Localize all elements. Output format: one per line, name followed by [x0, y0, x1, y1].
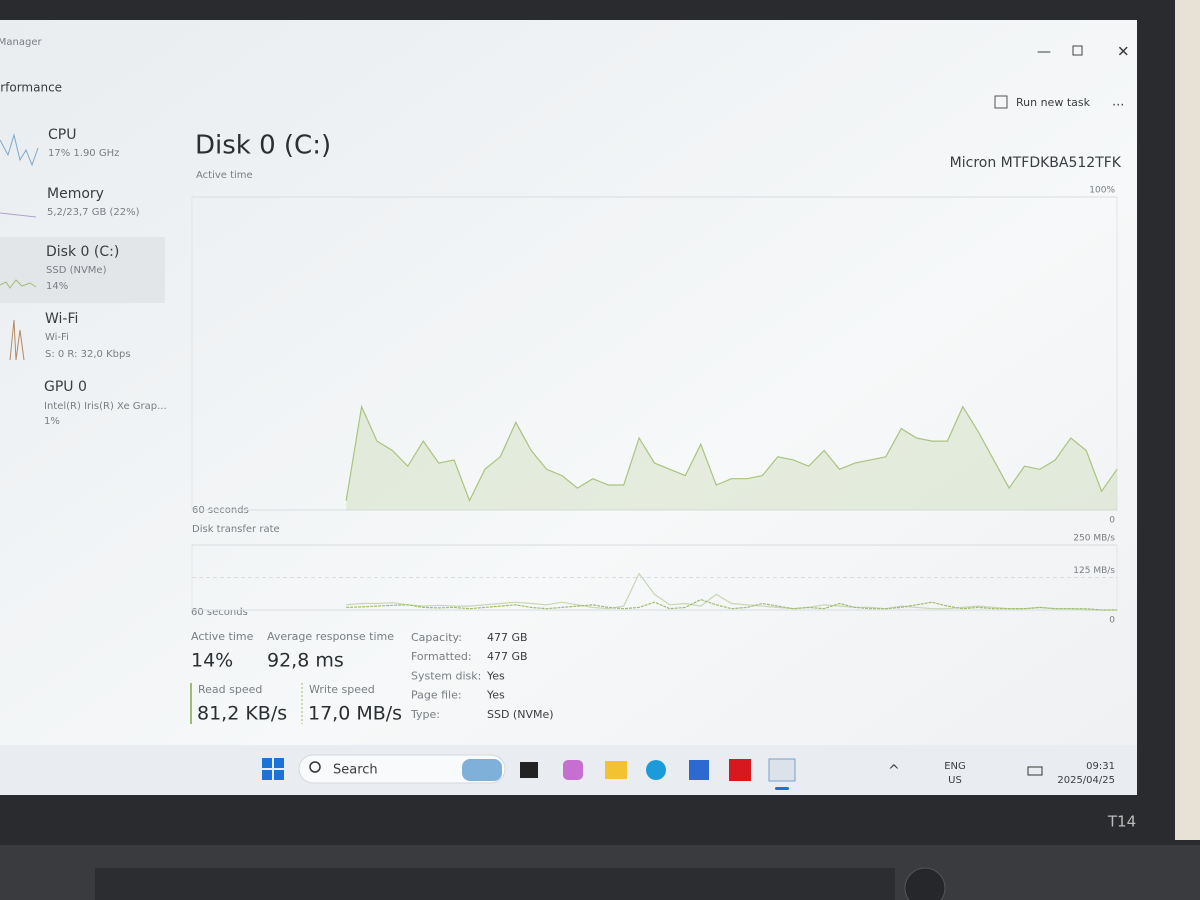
- area: [346, 406, 1117, 510]
- sparkline: [0, 279, 37, 289]
- minimize[interactable]: —: [1037, 44, 1051, 60]
- sidebar-name[interactable]: Memory: [47, 186, 104, 202]
- sidebar-value: 14%: [46, 281, 68, 292]
- stat-value: 17,0 MB/s: [308, 703, 402, 725]
- y-tick-label: 0: [1109, 616, 1115, 626]
- taskbar-icon[interactable]: [605, 761, 627, 779]
- sparkline: [0, 133, 39, 167]
- language[interactable]: ENG: [944, 761, 966, 772]
- property-label: Capacity:: [411, 631, 462, 644]
- line: [346, 598, 1117, 611]
- sparkline: [9, 319, 25, 361]
- search-highlight: [462, 759, 502, 781]
- tray-chevron[interactable]: ^: [888, 763, 900, 779]
- start-button[interactable]: [262, 758, 284, 780]
- charts: 0 100% 0 125 MB/s 250 MB/s: [191, 186, 1118, 626]
- chart-title: Disk transfer rate: [192, 524, 280, 535]
- property-value: SSD (NVMe): [487, 708, 554, 721]
- property-value: Yes: [486, 689, 505, 702]
- window: [0, 20, 1137, 795]
- sidebar-detail: Wi-Fi: [45, 332, 69, 343]
- run-new-task[interactable]: Run new task: [1016, 96, 1091, 109]
- power-button: [904, 867, 946, 900]
- taskbar-icon[interactable]: [729, 759, 751, 781]
- line: [346, 572, 1117, 611]
- disk-title: Disk 0 (C:): [195, 131, 331, 161]
- sidebar-name[interactable]: GPU 0: [44, 379, 87, 395]
- sidebar-detail: Intel(R) Iris(R) Xe Grap...: [44, 401, 167, 412]
- more-button[interactable]: ...: [1112, 95, 1124, 110]
- disk-model: Micron MTFDKBA512TFK: [950, 155, 1122, 171]
- speaker-grille: [95, 868, 895, 900]
- chart-title: Active time: [196, 170, 253, 181]
- property-label: System disk:: [411, 669, 481, 682]
- close[interactable]: ✕: [1117, 43, 1130, 61]
- sidebar-name[interactable]: Wi-Fi: [45, 311, 78, 327]
- y-tick-label: 100%: [1089, 186, 1115, 196]
- stat-value: 81,2 KB/s: [197, 703, 287, 725]
- stat-label: Average response time: [267, 630, 394, 643]
- active-indicator: [775, 787, 789, 790]
- property-label: Page file:: [411, 689, 462, 702]
- property-value: Yes: [486, 669, 505, 682]
- stat-label: Read speed: [198, 683, 262, 696]
- section-title: Performance: [0, 81, 62, 95]
- search-text[interactable]: Search: [333, 763, 378, 778]
- property-value: 477 GB: [487, 650, 528, 663]
- sidebar-detail: 5,2/23,7 GB (22%): [47, 207, 140, 218]
- taskbar-icon[interactable]: [768, 758, 796, 782]
- run-task-icon[interactable]: [994, 95, 1008, 109]
- y-tick-label: 0: [1109, 516, 1115, 526]
- screen: Task Manager — ✕ Performance Run new tas…: [0, 20, 1137, 795]
- sidebar-name[interactable]: Disk 0 (C:): [46, 244, 119, 260]
- properties: Capacity: 477 GB Formatted: 477 GB System di…: [410, 631, 554, 721]
- laptop-model: T14: [1107, 813, 1136, 831]
- sidebar-name[interactable]: CPU: [48, 127, 76, 143]
- stat-label: Active time: [191, 630, 254, 643]
- line: [345, 404, 1118, 503]
- taskbar-icon[interactable]: [689, 760, 709, 780]
- stat-label: Write speed: [309, 683, 375, 696]
- background: [1175, 0, 1200, 840]
- x-axis-label: 60 seconds: [191, 607, 248, 618]
- property-label: Formatted:: [411, 650, 472, 663]
- taskbar-icon[interactable]: [563, 760, 583, 780]
- clock-time[interactable]: 09:31: [1086, 761, 1115, 772]
- taskbar-icon[interactable]: [520, 762, 538, 778]
- taskbar-icon[interactable]: [646, 760, 666, 780]
- selected-item[interactable]: [0, 237, 165, 303]
- sidebar-value: S: 0 R: 32,0 Kbps: [45, 349, 131, 360]
- clock-date: 2025/04/25: [1057, 775, 1115, 786]
- property-value: 477 GB: [487, 631, 528, 644]
- battery-icon[interactable]: [1027, 766, 1043, 776]
- y-tick-label: 250 MB/s: [1073, 534, 1115, 544]
- window-title: Task Manager: [0, 37, 42, 48]
- region: US: [948, 775, 962, 786]
- sidebar-value: 1%: [44, 416, 60, 427]
- sidebar-detail: SSD (NVMe): [46, 265, 107, 276]
- y-tick-label: 125 MB/s: [1073, 566, 1115, 576]
- property-label: Type:: [410, 708, 440, 721]
- maximize[interactable]: [1072, 45, 1083, 56]
- sparkline: [0, 212, 37, 218]
- search-box[interactable]: [298, 754, 506, 784]
- stat-value: 14%: [191, 650, 233, 672]
- search-icon: [309, 761, 321, 773]
- sidebar-detail: 17% 1.90 GHz: [48, 148, 119, 159]
- stat-value: 92,8 ms: [267, 650, 344, 672]
